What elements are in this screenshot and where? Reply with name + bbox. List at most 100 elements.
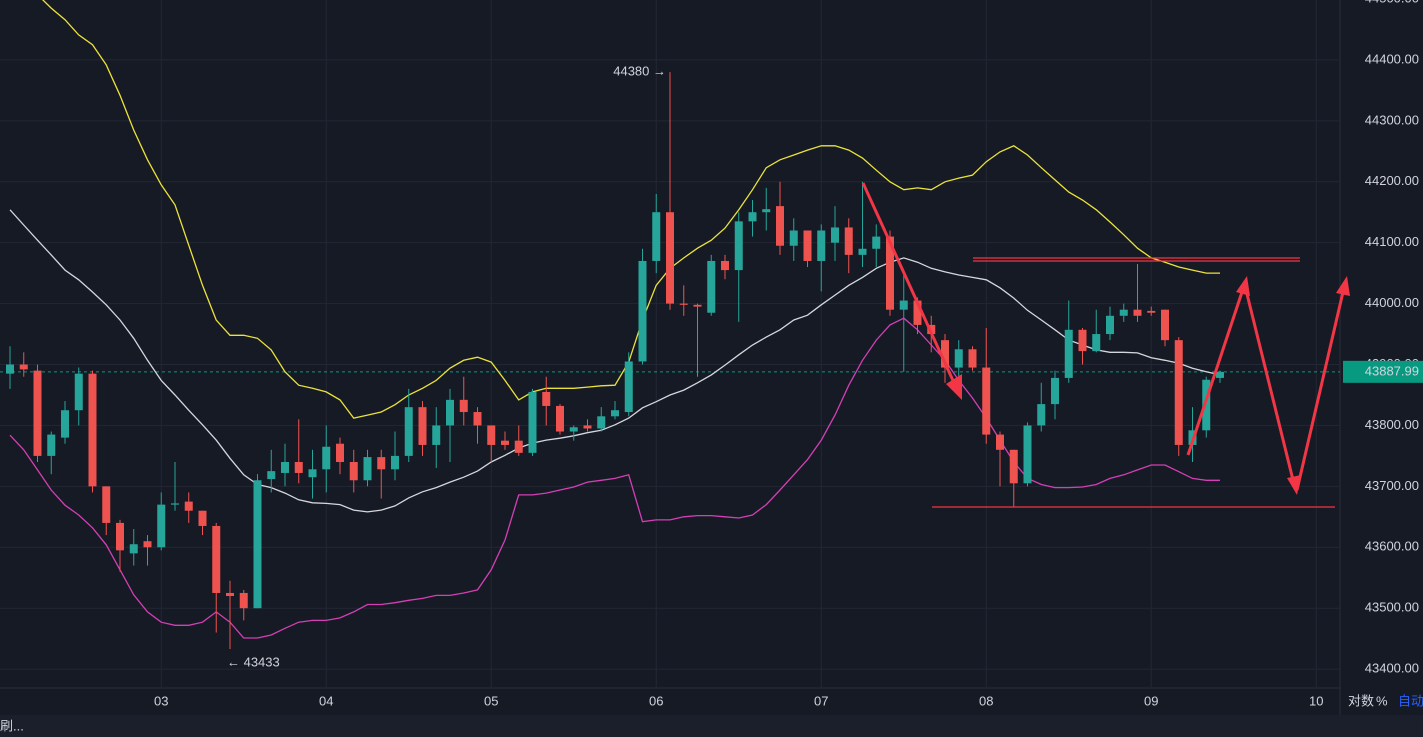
candle-body: [789, 230, 798, 246]
y-tick-label: 43700.00: [1365, 478, 1419, 493]
candle-body: [817, 230, 826, 261]
candle-body: [74, 373, 83, 411]
bands: [9, 0, 1221, 639]
band-line: [9, 317, 1220, 639]
candle-body: [115, 522, 124, 551]
candle-body: [831, 227, 840, 243]
candles: [5, 72, 1225, 650]
y-tick-label: 44200.00: [1365, 173, 1419, 188]
candle-body: [225, 592, 234, 597]
candle-body: [19, 364, 28, 370]
candle-body: [349, 461, 358, 481]
candle-body: [404, 407, 413, 456]
candle-body: [913, 300, 922, 325]
candle-body: [583, 425, 592, 429]
band-line: [41, 0, 1220, 419]
log-toggle[interactable]: 对数: [1348, 693, 1374, 708]
candle-body: [267, 471, 276, 480]
x-tick-label: 08: [979, 693, 993, 708]
y-tick-label: 43600.00: [1365, 539, 1419, 554]
candle-body: [294, 461, 303, 473]
candle-body: [844, 227, 853, 255]
y-tick-label: 44300.00: [1365, 112, 1419, 127]
high-label: 44380 →: [613, 64, 666, 79]
band-line: [9, 209, 1221, 513]
last-price-tag: [1343, 360, 1423, 383]
y-tick-label: 43500.00: [1365, 600, 1419, 615]
candle-body: [143, 541, 152, 548]
candle-body: [1161, 309, 1170, 341]
candle-body: [886, 236, 895, 310]
candle-body: [514, 440, 523, 453]
candle-body: [253, 480, 262, 609]
candle-body: [473, 412, 482, 426]
bottom-tab[interactable]: 刷...: [0, 718, 24, 733]
candle-body: [968, 349, 977, 368]
candle-body: [377, 457, 386, 470]
last-price-label: 43887.99: [1365, 363, 1419, 378]
candle-body: [1064, 329, 1073, 378]
low-label: ← 43433: [227, 654, 280, 669]
candle-body: [872, 236, 881, 249]
candle-body: [762, 209, 771, 213]
candle-body: [280, 461, 289, 473]
arrow-head: [1336, 276, 1350, 296]
arrow-head: [946, 374, 962, 400]
x-tick-label: 07: [814, 693, 828, 708]
arrow: [1244, 289, 1295, 481]
candle-body: [776, 206, 785, 246]
candle-body: [1119, 309, 1128, 316]
candle-body: [803, 230, 812, 261]
candle-body: [445, 399, 454, 426]
candle-body: [1106, 315, 1115, 335]
candle-body: [679, 303, 688, 305]
candle-body: [666, 212, 674, 304]
candle-body: [748, 212, 757, 222]
percent-toggle[interactable]: %: [1376, 693, 1388, 708]
candle-body: [1092, 334, 1101, 352]
candle-body: [184, 501, 193, 511]
candle-body: [1174, 340, 1183, 445]
x-tick-label: 09: [1144, 693, 1158, 708]
candle-body: [102, 486, 111, 523]
x-tick-label: 04: [319, 693, 333, 708]
arrow: [1186, 291, 1244, 456]
candle-body: [597, 416, 606, 429]
candle-body: [1147, 310, 1156, 313]
candle-body: [322, 446, 331, 470]
candle-body: [1023, 425, 1032, 484]
candle-body: [707, 260, 716, 313]
candle-body: [1133, 309, 1142, 316]
candle-body: [1037, 404, 1046, 426]
x-tick-label: 03: [154, 693, 168, 708]
candle-body: [432, 425, 441, 445]
x-tick-label: 10: [1309, 693, 1323, 708]
candle-body: [129, 544, 138, 554]
candle-body: [1009, 449, 1018, 484]
candle-body: [528, 391, 537, 453]
y-tick-label: 44000.00: [1365, 295, 1419, 310]
candle-body: [610, 410, 619, 417]
labels: 43400.00 43500.00 43600.00 43700.00 43800.00…: [154, 0, 1423, 708]
candle-body: [996, 434, 1005, 450]
candle-body: [1216, 371, 1225, 378]
candle-body: [624, 361, 633, 413]
auto-toggle[interactable]: 自动: [1398, 693, 1423, 708]
arrow: [1295, 291, 1345, 491]
candle-body: [638, 260, 647, 362]
x-tick-label: 05: [484, 693, 498, 708]
candle-body: [198, 510, 207, 526]
candle-body: [363, 457, 372, 481]
candle-body: [652, 212, 661, 261]
candle-body: [899, 300, 908, 310]
candle-body: [487, 425, 496, 445]
candle-body: [734, 221, 743, 271]
candle-body: [459, 399, 468, 413]
candle-body: [858, 248, 867, 255]
candle-body: [212, 525, 221, 593]
y-tick-label: 44500.00: [1365, 0, 1419, 5]
bottom-bar: [0, 715, 1423, 737]
